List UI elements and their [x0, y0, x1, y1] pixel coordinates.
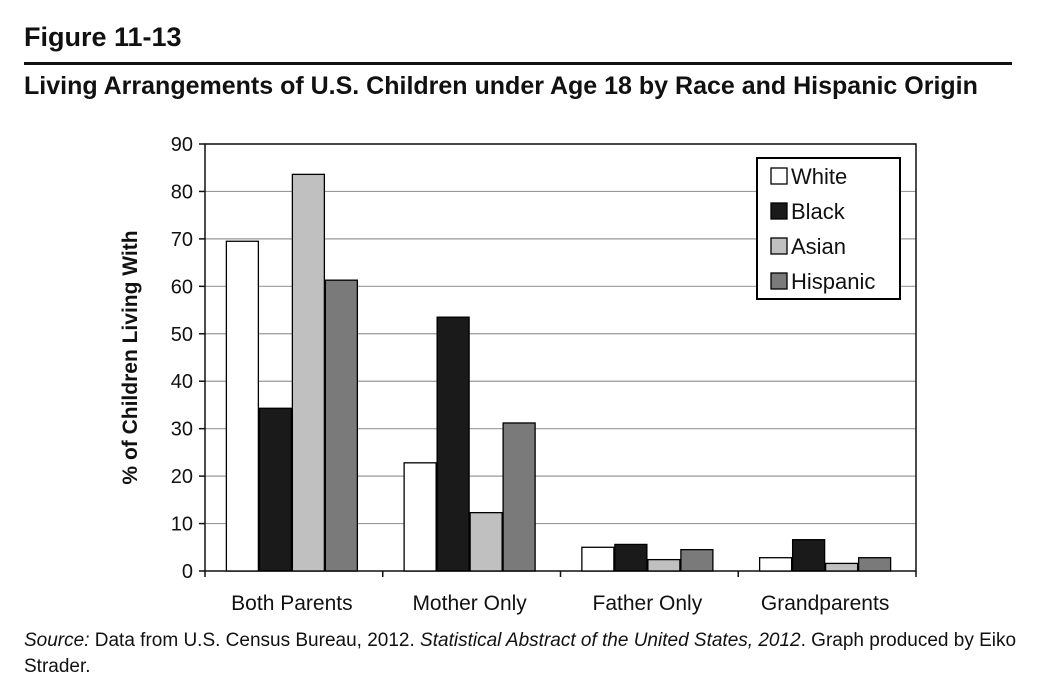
y-axis-label: % of Children Living With: [119, 230, 142, 484]
source-publication: Statistical Abstract of the United State…: [420, 630, 801, 651]
x-tick-label: Mother Only: [412, 592, 527, 615]
y-tick-label: 60: [171, 276, 193, 298]
bar-asian-both-parents: [291, 173, 326, 572]
bar-asian-mother-only: [469, 511, 503, 572]
x-tick-label: Father Only: [593, 592, 703, 615]
title-rule: [24, 62, 1012, 65]
bar-hispanic-grandparents: [857, 557, 892, 572]
bar-white-mother-only: [403, 462, 437, 572]
legend-swatch-asian: [770, 237, 788, 255]
source-prefix: Source:: [24, 630, 90, 651]
bar-white-father-only: [581, 546, 615, 572]
bar-white-grandparents: [758, 557, 793, 572]
source-text-1: Data from U.S. Census Bureau, 2012.: [89, 630, 421, 651]
bar-black-both-parents: [258, 407, 293, 572]
y-tick-label: 10: [171, 514, 193, 536]
y-tick-label: 70: [171, 229, 193, 251]
y-tick-label: 40: [171, 371, 193, 393]
y-tick-label: 0: [182, 561, 193, 583]
x-tick-label: Both Parents: [231, 592, 352, 615]
bar-asian-grandparents: [824, 562, 859, 572]
bar-white-both-parents: [225, 240, 260, 572]
bar-black-grandparents: [791, 539, 826, 572]
legend-swatch-hispanic: [770, 272, 788, 290]
bar-hispanic-both-parents: [324, 279, 359, 572]
source-text-2: . Graph produced by Eiko Strader.: [24, 630, 1017, 677]
legend-label-white: White: [791, 164, 847, 189]
y-tick-label: 50: [171, 324, 193, 346]
legend-label-asian: Asian: [791, 234, 846, 259]
y-tick-label: 20: [171, 466, 193, 488]
bar-hispanic-mother-only: [502, 422, 536, 572]
source-note: Source: Data from U.S. Census Bureau, 20…: [24, 628, 1024, 680]
y-tick-label: 30: [171, 419, 193, 441]
legend-label-hispanic: Hispanic: [791, 269, 875, 294]
bar-hispanic-father-only: [680, 549, 714, 572]
x-tick-label: Grandparents: [761, 592, 889, 615]
figure-label: Figure 11-13: [24, 22, 182, 52]
bar-black-mother-only: [436, 316, 470, 572]
y-tick-label: 80: [171, 181, 193, 203]
chart-title: Living Arrangements of U.S. Children und…: [24, 72, 978, 100]
legend-swatch-black: [770, 202, 788, 220]
bar-black-father-only: [614, 543, 648, 572]
bar-asian-father-only: [647, 558, 681, 572]
y-tick-label: 90: [171, 134, 193, 156]
legend-label-black: Black: [791, 199, 846, 224]
legend-swatch-white: [770, 167, 788, 185]
